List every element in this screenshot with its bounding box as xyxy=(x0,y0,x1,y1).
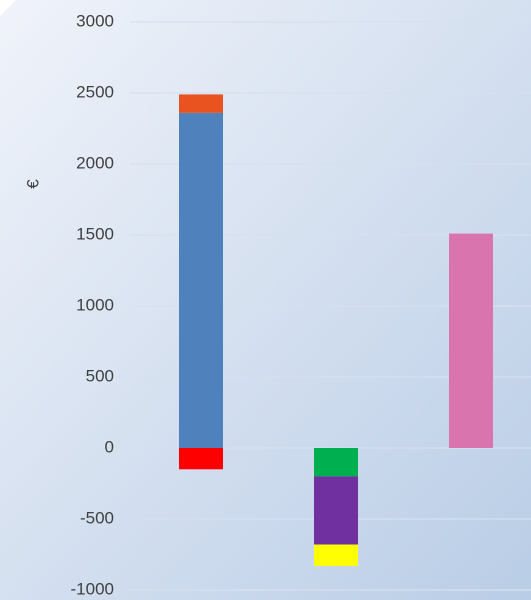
y-tick-label: 2500 xyxy=(76,82,114,101)
y-tick-label: 1000 xyxy=(76,295,114,314)
y-tick-label: 500 xyxy=(86,366,114,385)
bar-segment xyxy=(449,233,493,448)
bar-segment xyxy=(179,94,223,113)
y-tick-label: 1500 xyxy=(76,224,114,243)
bar-segment xyxy=(179,112,223,448)
y-tick-label: 3000 xyxy=(76,11,114,30)
bar-segment xyxy=(179,448,223,470)
bar-segment xyxy=(314,544,358,566)
bar-segment xyxy=(314,448,358,477)
y-tick-label: 0 xyxy=(105,437,114,456)
bar-segment xyxy=(314,476,358,545)
y-tick-label: -500 xyxy=(80,508,114,527)
y-tick-label: -1000 xyxy=(71,579,114,598)
corner-decoration xyxy=(0,0,16,16)
y-axis-label: € xyxy=(23,179,42,189)
y-tick-label: 2000 xyxy=(76,153,114,172)
bars xyxy=(179,94,493,566)
